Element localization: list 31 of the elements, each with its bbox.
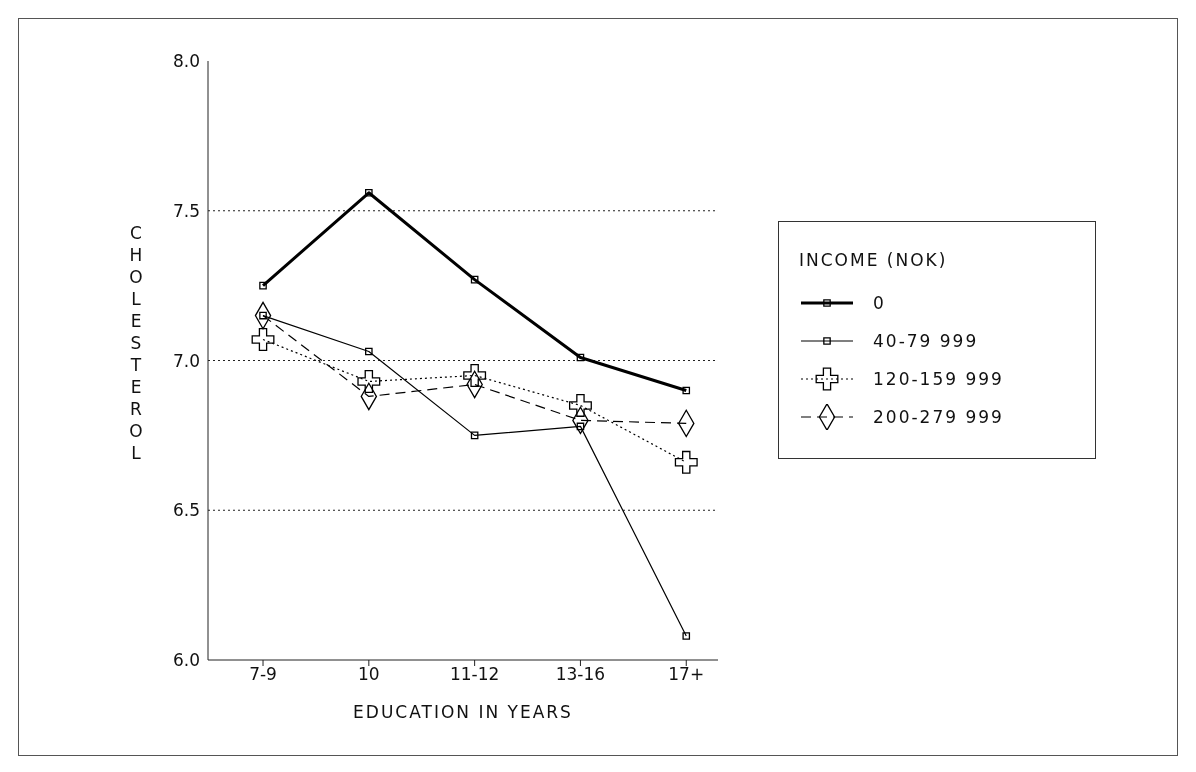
point — [259, 281, 267, 290]
x-tick-label: 10 — [358, 664, 380, 685]
y-tick-label: 7.0 — [172, 350, 200, 371]
legend-label: 120-159 999 — [873, 369, 1004, 389]
y-axis-title: CHOLESTEROL — [126, 223, 146, 465]
point — [682, 632, 691, 640]
point — [463, 364, 487, 387]
point — [365, 188, 373, 197]
legend-label: 200-279 999 — [873, 407, 1004, 427]
y-tick-label: 6.5 — [172, 500, 200, 521]
point — [576, 353, 585, 362]
x-tick-label: 13-16 — [555, 664, 606, 685]
point — [357, 370, 381, 393]
x-axis-title: EDUCATION IN YEARS — [353, 702, 573, 722]
point — [568, 393, 592, 417]
x-tick-label: 11-12 — [449, 664, 500, 685]
point — [251, 328, 275, 351]
legend-label: 0 — [873, 293, 886, 313]
point — [365, 347, 373, 356]
y-tick-label: 8.0 — [172, 51, 200, 72]
point — [674, 450, 698, 474]
point — [470, 275, 479, 284]
x-tick-label: 17+ — [668, 664, 705, 685]
legend-title: INCOME (NOK) — [799, 250, 949, 270]
point — [682, 386, 691, 395]
x-tick-label: 7-9 — [249, 664, 277, 685]
y-tick-label: 7.5 — [172, 200, 200, 221]
y-tick-label: 6.0 — [172, 650, 200, 671]
point — [576, 422, 585, 431]
legend-label: 40-79 999 — [873, 331, 979, 351]
point — [470, 431, 479, 440]
